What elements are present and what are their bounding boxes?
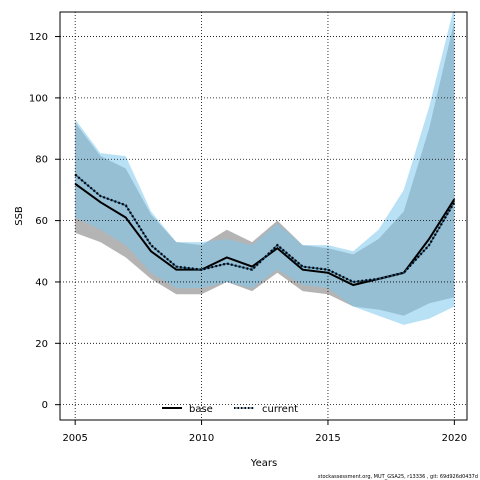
y-tick-label-100: 100 bbox=[29, 93, 48, 104]
x-tick-label-2015: 2015 bbox=[315, 433, 340, 444]
plot-frame bbox=[59, 11, 468, 421]
line-current bbox=[74, 174, 455, 283]
x-tick-label-2020: 2020 bbox=[442, 433, 467, 444]
x-tick-label-2005: 2005 bbox=[62, 433, 87, 444]
x-tick-label-2010: 2010 bbox=[189, 433, 214, 444]
footnote: stockassessment.org, MUT_GSA25, r13336 ,… bbox=[318, 474, 478, 480]
y-axis-title: SSB bbox=[14, 206, 25, 226]
y-tick-label-0: 0 bbox=[42, 400, 48, 411]
y-tick-label-40: 40 bbox=[35, 277, 48, 288]
confidence-bands bbox=[75, 12, 455, 325]
x-axis-title: Years bbox=[250, 458, 277, 469]
legend-base-label: base bbox=[189, 404, 213, 415]
band-current bbox=[75, 12, 455, 325]
legend-current-label: current bbox=[262, 404, 298, 415]
series-lines bbox=[74, 173, 456, 287]
x-axis: 2005 2010 2015 2020 bbox=[62, 420, 467, 444]
legend: base current bbox=[162, 404, 298, 415]
y-axis: 0 20 40 60 80 100 120 bbox=[29, 32, 60, 411]
y-tick-label-120: 120 bbox=[29, 32, 48, 43]
y-tick-label-20: 20 bbox=[35, 339, 48, 350]
grid-lines bbox=[60, 12, 467, 420]
y-tick-label-60: 60 bbox=[35, 216, 48, 227]
y-tick-label-80: 80 bbox=[35, 155, 48, 166]
